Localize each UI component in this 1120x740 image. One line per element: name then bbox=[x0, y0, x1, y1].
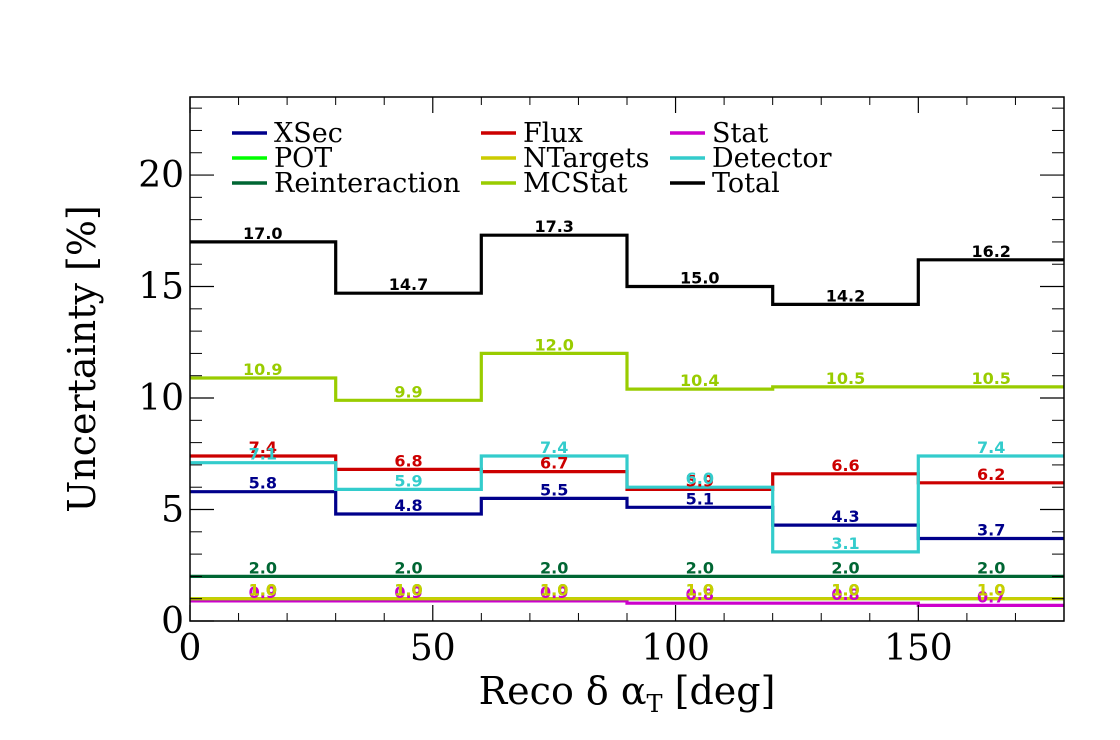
data-label-stat-1: 0.9 bbox=[249, 583, 277, 602]
data-label-flux-2: 6.8 bbox=[394, 451, 422, 470]
legend-label-xsec: XSec bbox=[274, 118, 343, 149]
y-tick-label: 5 bbox=[161, 490, 184, 531]
data-label-reinteraction-4: 2.0 bbox=[686, 558, 714, 577]
data-label-detector-2: 5.9 bbox=[394, 471, 422, 490]
data-label-total-1: 17.0 bbox=[243, 224, 282, 243]
legend-label-mcstat: MCStat bbox=[523, 168, 628, 199]
data-label-ntargets-5: 1.0 bbox=[831, 581, 859, 600]
data-label-ntargets-4: 1.0 bbox=[686, 581, 714, 600]
data-label-total-4: 15.0 bbox=[680, 269, 719, 288]
legend-item-total: Total bbox=[670, 168, 780, 199]
legend: XSec Flux Stat POT NTargets Detector Reinterac… bbox=[232, 118, 832, 199]
data-label-ntargets-3: 1.0 bbox=[540, 581, 568, 600]
legend-label-stat: Stat bbox=[712, 118, 768, 149]
data-label-stat-5: 0.8 bbox=[831, 585, 859, 604]
series-layer bbox=[190, 233, 1064, 607]
data-label-xsec-4: 5.1 bbox=[686, 489, 714, 508]
data-label-detector-4: 6.0 bbox=[686, 469, 714, 488]
data-label-detector-1: 7.1 bbox=[249, 445, 277, 464]
data-label-mcstat-1: 10.9 bbox=[243, 360, 282, 379]
data-label-reinteraction-5: 2.0 bbox=[831, 558, 859, 577]
data-label-total-6: 16.2 bbox=[971, 242, 1010, 261]
data-label-stat-3: 0.9 bbox=[540, 583, 568, 602]
series-line-detector bbox=[190, 454, 1064, 554]
data-label-detector-3: 7.4 bbox=[540, 438, 568, 457]
data-label-reinteraction-3: 2.0 bbox=[540, 558, 568, 577]
y-tick-label: 0 bbox=[161, 601, 184, 642]
data-label-stat-2: 0.9 bbox=[394, 583, 422, 602]
x-tick-label: 100 bbox=[641, 628, 710, 669]
data-label-total-3: 17.3 bbox=[534, 217, 573, 236]
data-label-flux-1: 7.4 bbox=[249, 438, 277, 457]
legend-item-reinteraction: Reinteraction bbox=[232, 168, 460, 199]
legend-label-reinteraction: Reinteraction bbox=[274, 168, 460, 199]
data-label-pot-6: 1.0 bbox=[977, 581, 1005, 600]
data-label-pot-3: 1.0 bbox=[540, 581, 568, 600]
data-label-ntargets-2: 1.0 bbox=[394, 581, 422, 600]
x-tick-label: 0 bbox=[179, 628, 202, 669]
legend-item-pot: POT bbox=[232, 143, 332, 174]
legend-item-xsec: XSec bbox=[232, 118, 343, 149]
data-label-mcstat-5: 10.5 bbox=[826, 369, 865, 388]
legend-label-flux: Flux bbox=[523, 118, 583, 149]
legend-label-pot: POT bbox=[274, 143, 332, 174]
data-label-total-5: 14.2 bbox=[826, 286, 865, 305]
data-label-xsec-6: 3.7 bbox=[977, 521, 1005, 540]
data-label-mcstat-4: 10.4 bbox=[680, 371, 719, 390]
y-tick-label: 20 bbox=[138, 155, 184, 196]
y-axis-title: Uncertainty [%] bbox=[60, 205, 104, 513]
data-label-stat-6: 0.7 bbox=[977, 587, 1005, 606]
data-label-ntargets-1: 1.0 bbox=[249, 581, 277, 600]
data-label-stat-4: 0.8 bbox=[686, 585, 714, 604]
data-label-flux-4: 5.9 bbox=[686, 471, 714, 490]
series-line-stat bbox=[190, 599, 1064, 607]
x-tick-label: 150 bbox=[884, 628, 953, 669]
data-label-xsec-1: 5.8 bbox=[249, 474, 277, 493]
legend-item-mcstat: MCStat bbox=[481, 168, 628, 199]
data-label-reinteraction-2: 2.0 bbox=[394, 558, 422, 577]
y-tick-label: 15 bbox=[138, 267, 184, 308]
data-label-xsec-5: 4.3 bbox=[831, 507, 859, 526]
data-label-detector-6: 7.4 bbox=[977, 438, 1005, 457]
legend-label-detector: Detector bbox=[712, 143, 832, 174]
data-label-ntargets-6: 1.0 bbox=[977, 581, 1005, 600]
x-tick-label: 50 bbox=[410, 628, 456, 669]
x-axis-title-subscript: T bbox=[647, 690, 663, 718]
series-line-mcstat bbox=[190, 351, 1064, 402]
data-label-total-2: 14.7 bbox=[389, 275, 428, 294]
x-axis-title: Reco δ αT [deg] bbox=[479, 669, 776, 718]
data-label-mcstat-6: 10.5 bbox=[971, 369, 1010, 388]
data-label-flux-3: 6.7 bbox=[540, 454, 568, 473]
data-label-reinteraction-6: 2.0 bbox=[977, 558, 1005, 577]
data-label-pot-1: 1.0 bbox=[249, 581, 277, 600]
legend-label-total: Total bbox=[712, 168, 780, 199]
legend-item-detector: Detector bbox=[670, 143, 832, 174]
data-label-layer: 5.8 4.8 5.5 5.1 4.3 3.7 7.4 6.8 6.7 5.9 6.6 6.2 0.9 0… bbox=[243, 217, 1011, 606]
legend-item-ntargets: NTargets bbox=[481, 143, 650, 174]
data-label-xsec-2: 4.8 bbox=[394, 496, 422, 515]
legend-label-ntargets: NTargets bbox=[523, 143, 650, 174]
data-label-pot-5: 1.0 bbox=[831, 581, 859, 600]
x-axis-title-unit: [deg] bbox=[663, 669, 776, 713]
x-axis-title-main: Reco δ α bbox=[479, 669, 647, 713]
data-label-flux-5: 6.6 bbox=[831, 456, 859, 475]
data-label-reinteraction-1: 2.0 bbox=[249, 558, 277, 577]
series-line-total bbox=[190, 233, 1064, 306]
legend-item-flux: Flux bbox=[481, 118, 583, 149]
y-tick-label: 10 bbox=[138, 378, 184, 419]
data-label-pot-2: 1.0 bbox=[394, 581, 422, 600]
data-label-mcstat-2: 9.9 bbox=[394, 382, 422, 401]
data-label-flux-6: 6.2 bbox=[977, 465, 1005, 484]
legend-item-stat: Stat bbox=[670, 118, 768, 149]
data-label-pot-4: 1.0 bbox=[686, 581, 714, 600]
axes: 0 50 100 150 0 5 10 15 20 bbox=[138, 97, 1065, 669]
data-label-detector-5: 3.1 bbox=[831, 534, 859, 553]
data-label-mcstat-3: 12.0 bbox=[534, 335, 573, 354]
data-label-xsec-3: 5.5 bbox=[540, 480, 568, 499]
